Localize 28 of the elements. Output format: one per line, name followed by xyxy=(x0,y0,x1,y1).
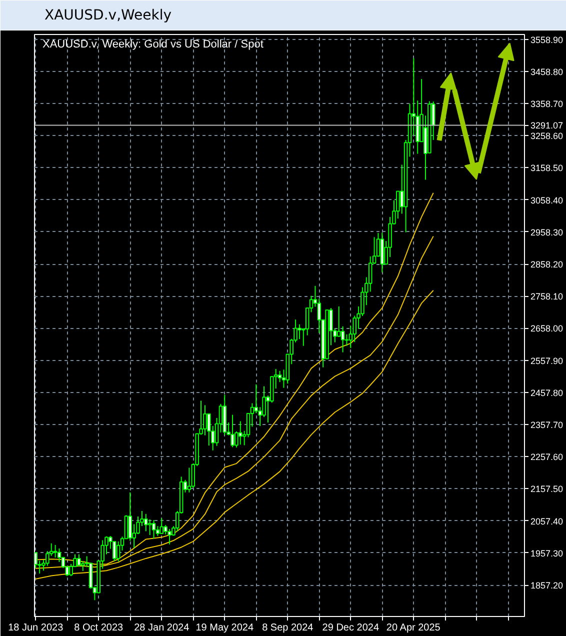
y-tick-label: 3558.90 xyxy=(530,34,564,45)
y-tick-label: 2157.50 xyxy=(530,484,564,494)
x-tick-label: 18 Jun 2023 xyxy=(8,622,64,634)
y-tick-label: 2257.60 xyxy=(530,452,564,462)
chart-title: XAUUSD.v,Weekly xyxy=(44,8,172,24)
ref-line-label: 3291.07 xyxy=(530,120,564,131)
y-tick-label: 2357.70 xyxy=(530,420,564,430)
x-tick-label: 19 May 2024 xyxy=(196,622,254,634)
y-tick-label: 2557.90 xyxy=(530,356,564,366)
y-tick-label: 3458.80 xyxy=(530,66,564,77)
x-tick-label: 20 Apr 2025 xyxy=(386,622,441,634)
y-tick-label: 2858.20 xyxy=(530,260,564,270)
y-tick-label: 2457.80 xyxy=(530,388,564,398)
y-tick-label: 3258.60 xyxy=(530,131,564,142)
y-tick-label: 2057.40 xyxy=(530,516,564,526)
y-tick-label: 2758.10 xyxy=(530,292,564,302)
y-tick-label: 2658.00 xyxy=(530,324,564,334)
y-tick-label: 3158.50 xyxy=(530,163,564,174)
y-tick-label: 3358.70 xyxy=(530,99,564,110)
y-tick-label: 3058.40 xyxy=(530,195,564,206)
y-tick-label: 2958.30 xyxy=(530,227,564,238)
x-tick-label: 8 Sep 2024 xyxy=(262,622,314,634)
x-tick-label: 28 Jan 2024 xyxy=(134,622,190,634)
y-tick-label: 1857.20 xyxy=(530,580,564,591)
chart-subtitle: XAUUSD.v, Weekly: Gold vs US Dollar / Spot xyxy=(42,38,264,50)
y-tick-label: 1957.30 xyxy=(530,548,564,558)
x-tick-label: 29 Dec 2024 xyxy=(322,622,380,634)
x-tick-label: 8 Oct 2023 xyxy=(74,622,124,634)
